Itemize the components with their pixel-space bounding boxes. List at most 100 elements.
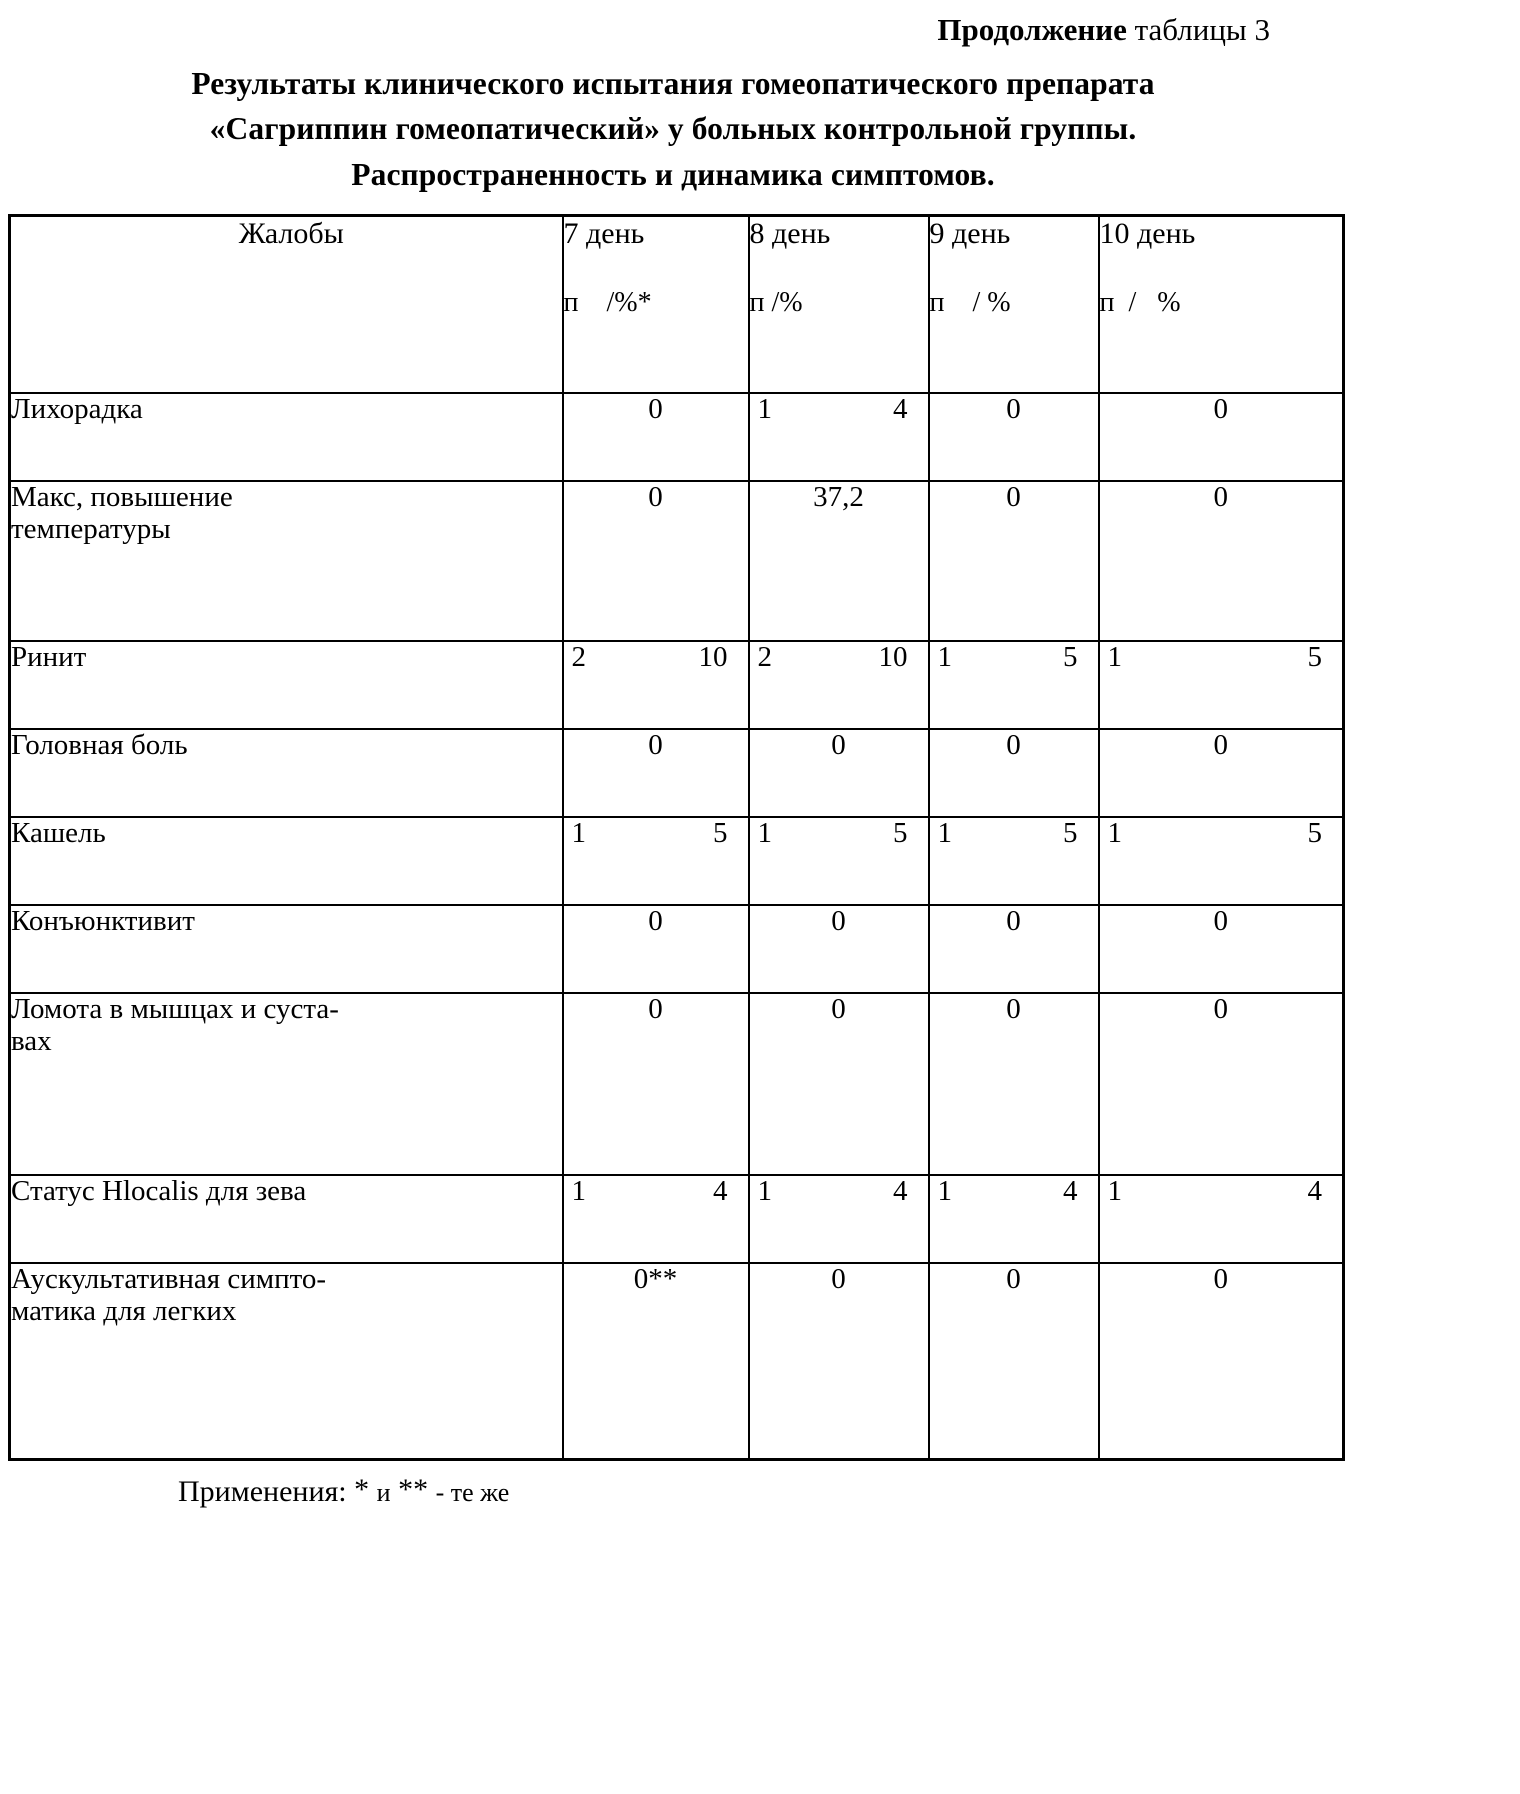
table-row: Аускультативная симпто-матика для легких… xyxy=(8,1262,1345,1461)
row-label-line: температуры xyxy=(11,512,171,545)
table-row: Конъюнктивит 0 0 0 0 xyxy=(8,904,1345,995)
value-cell: 2 10 xyxy=(747,640,930,731)
table-row: Лихорадка 0 1 4 0 0 xyxy=(8,392,1345,483)
value-percent: 5 xyxy=(713,817,728,850)
value-cell: 0 xyxy=(927,992,1100,1177)
value-cell: 37,2 xyxy=(747,480,930,643)
value-count: 1 xyxy=(937,817,953,850)
value-count: 0 xyxy=(1213,1263,1229,1296)
table-body: Жалобы 7 день п /%* 8 день п /% 9 день п… xyxy=(8,214,1345,1461)
row-label-cell: Кашель xyxy=(8,816,564,907)
table-row: Головная боль 0 0 0 0 xyxy=(8,728,1345,819)
value-count: 0 xyxy=(1006,393,1021,426)
table-row: Ринит 2 10 2 10 1 5 1 5 xyxy=(8,640,1345,731)
table-footnote: Применения: * и ** - те же xyxy=(8,1473,1348,1509)
value-count: 1 xyxy=(937,1175,953,1208)
row-label-line: Лихорадка xyxy=(11,393,143,426)
value-percent: 5 xyxy=(1063,817,1078,850)
value-cell: 0 xyxy=(1097,480,1345,643)
header-day-9-unit: п / % xyxy=(929,286,1011,318)
value-count: 0 xyxy=(648,993,663,1026)
value-cell: 0 xyxy=(1097,992,1345,1177)
value-count: 37,2 xyxy=(813,481,864,514)
footnote-prefix: Применения: xyxy=(178,1474,347,1508)
continuation-note-bold: Продолжение xyxy=(937,12,1127,47)
document-page: Продолжение таблицы 3 Результаты клиниче… xyxy=(0,12,1348,1509)
row-label-line: вах xyxy=(11,1024,52,1057)
value-cell: 0 xyxy=(927,904,1100,995)
table-header-row: Жалобы 7 день п /%* 8 день п /% 9 день п… xyxy=(8,214,1345,395)
value-count: 0 xyxy=(1213,393,1229,426)
value-count: 0 xyxy=(648,905,663,938)
value-count: 0 xyxy=(648,729,663,762)
value-count: 1 xyxy=(1107,1175,1123,1208)
continuation-note: Продолжение таблицы 3 xyxy=(8,12,1348,47)
value-count: 0 xyxy=(1006,481,1021,514)
header-label-complaints: Жалобы xyxy=(238,216,344,250)
footnote-star-double: ** xyxy=(398,1472,429,1506)
row-label-cell: Статус Hlocalis для зева xyxy=(8,1174,564,1265)
value-percent: 5 xyxy=(893,817,908,850)
header-cell-day-8: 8 день п /% xyxy=(747,214,930,395)
header-day-10-unit: п / % xyxy=(1099,286,1181,318)
value-percent: 10 xyxy=(878,641,908,674)
value-percent: 5 xyxy=(1307,817,1323,850)
value-count: 0** xyxy=(633,1263,678,1296)
table-row: Кашель 1 5 1 5 1 5 1 5 xyxy=(8,816,1345,907)
table-row: Ломота в мышцах и суста-вах 0 0 0 0 xyxy=(8,992,1345,1177)
page-title: Результаты клинического испытания гомеоп… xyxy=(8,61,1348,198)
value-count: 1 xyxy=(571,1175,587,1208)
footnote-suffix: - те же xyxy=(435,1477,510,1507)
header-cell-day-7: 7 день п /%* xyxy=(561,214,750,395)
value-cell: 0 xyxy=(1097,728,1345,819)
footnote-star-single: * xyxy=(354,1472,370,1506)
value-count: 0 xyxy=(1213,481,1229,514)
row-label-line: матика для легких xyxy=(11,1294,237,1327)
table-row: Статус Hlocalis для зева 1 4 1 4 1 4 1 4 xyxy=(8,1174,1345,1265)
value-cell: 0 xyxy=(747,1262,930,1461)
footnote-conjunction: и xyxy=(376,1477,391,1507)
header-day-7-name: 7 день xyxy=(563,216,645,250)
value-count: 1 xyxy=(571,817,587,850)
row-label-line: Ломота в мышцах и суста- xyxy=(11,993,339,1026)
value-count: 0 xyxy=(831,729,846,762)
value-count: 1 xyxy=(757,817,773,850)
value-cell: 0 xyxy=(747,992,930,1177)
value-cell: 0 xyxy=(927,392,1100,483)
value-count: 0 xyxy=(648,481,663,514)
value-count: 0 xyxy=(1006,1263,1021,1296)
value-cell: 0** xyxy=(561,1262,750,1461)
value-percent: 4 xyxy=(893,1175,908,1208)
symptoms-table: Жалобы 7 день п /%* 8 день п /% 9 день п… xyxy=(8,213,1345,1461)
header-day-8-unit: п /% xyxy=(749,286,803,318)
header-cell-complaints: Жалобы xyxy=(8,214,564,395)
row-label-line: Макс, повышение xyxy=(11,481,233,514)
value-cell: 0 xyxy=(1097,904,1345,995)
value-count: 0 xyxy=(1006,993,1021,1026)
row-label-line: Ринит xyxy=(11,641,87,674)
value-count: 0 xyxy=(648,393,663,426)
continuation-note-rest: таблицы 3 xyxy=(1126,12,1270,47)
row-label-line: Статус Hlocalis для зева xyxy=(11,1175,307,1208)
value-count: 1 xyxy=(757,393,773,426)
value-percent: 10 xyxy=(698,641,728,674)
value-percent: 5 xyxy=(1307,641,1323,674)
value-percent: 4 xyxy=(1307,1175,1323,1208)
value-count: 1 xyxy=(937,641,953,674)
page-title-line-2: «Сагриппин гомеопатический» у больных ко… xyxy=(209,111,1137,147)
row-label-cell: Головная боль xyxy=(8,728,564,819)
value-cell: 0 xyxy=(927,728,1100,819)
value-cell: 0 xyxy=(561,392,750,483)
header-cell-day-10: 10 день п / % xyxy=(1097,214,1345,395)
row-label-line: Кашель xyxy=(11,817,106,850)
page-title-line-1: Результаты клинического испытания гомеоп… xyxy=(191,65,1155,101)
value-cell: 2 10 xyxy=(561,640,750,731)
value-cell: 0 xyxy=(561,992,750,1177)
value-cell: 0 xyxy=(747,728,930,819)
row-label-cell: Аускультативная симпто-матика для легких xyxy=(8,1262,564,1461)
